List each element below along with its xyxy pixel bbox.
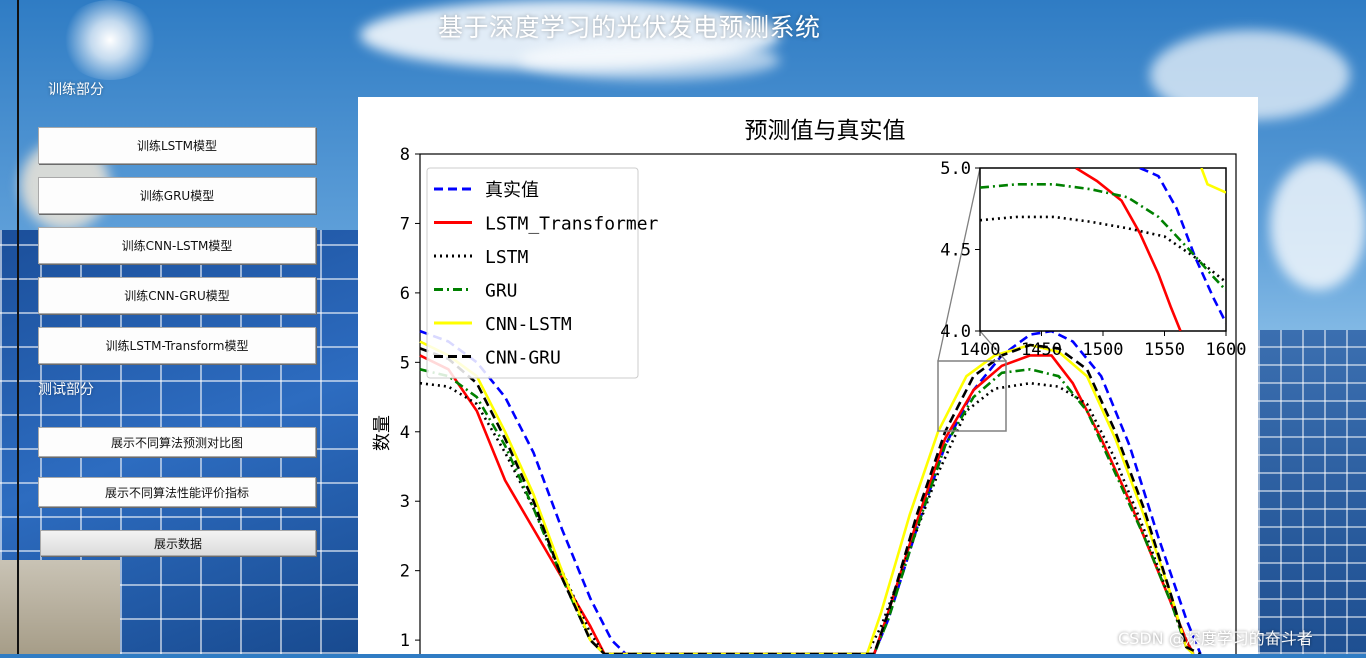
ground-left [0,560,120,654]
app-title: 基于深度学习的光伏发电预测系统 [438,13,821,42]
inset-x-tick-label: 1500 [1083,340,1124,360]
inset-x-tick-label: 1600 [1206,340,1247,360]
legend-box [426,167,639,379]
series-line-5 [419,343,1202,656]
inset-x-tick-label: 1400 [960,340,1001,360]
cloud-decoration [520,40,780,80]
zoom-connector [979,330,1007,362]
window-border [17,0,19,654]
y-tick-label: 6 [400,284,410,304]
y-axis-label: 数量 [372,415,393,451]
legend-label-2: LSTM [485,247,529,268]
legend-label-0: 真实值 [485,180,539,201]
y-tick-label: 5 [400,353,410,373]
inset-series-line-1 [1075,168,1182,331]
show-prediction-comparison-button[interactable]: 展示不同算法预测对比图 [38,427,316,457]
inset-x-tick-label: 1550 [1144,340,1185,360]
series-line-3 [419,368,1195,656]
y-tick-label: 4 [400,423,410,443]
sun-glare [60,0,160,80]
inset-series-line-2 [980,215,1226,284]
series-line-2 [419,381,1195,656]
inset-series-line-3 [980,183,1226,292]
inset-lines [980,168,1226,331]
train-lstm-button[interactable]: 训练LSTM模型 [38,127,316,164]
train-lstm-transform-button[interactable]: 训练LSTM-Transform模型 [38,327,316,364]
y-tick-label: 7 [400,214,410,234]
show-metrics-button[interactable]: 展示不同算法性能评价指标 [38,477,316,507]
watermark: CSDN @深度学习的奋斗者 [1118,629,1313,648]
train-gru-button[interactable]: 训练GRU模型 [38,177,316,214]
inset-series-line-0 [1139,168,1226,324]
inset-x-tick-label: 1450 [1021,340,1062,360]
train-cnn-lstm-button[interactable]: 训练CNN-LSTM模型 [38,227,316,264]
cloud-decoration [1270,160,1366,290]
chart-svg: 预测值与真实值 数量 1 2 3 4 5 6 7 8 真实值 LSTM_Transformer L… [372,118,1247,658]
series-line-0 [419,329,1202,656]
test-section-label: 测试部分 [38,382,94,398]
solar-panels-right [1258,330,1366,654]
zoom-region-box [937,360,1007,432]
legend-label-3: GRU [485,281,518,302]
inset-y-tick-label: 4.0 [940,322,971,342]
series-line-4 [419,340,1195,656]
show-data-button[interactable]: 展示数据 [40,530,316,556]
inset-series-line-4 [1200,168,1226,194]
chart-title: 预测值与真实值 [745,118,906,144]
prediction-chart: 预测值与真实值 数量 1 2 3 4 5 6 7 8 真实值 LSTM_Transformer L… [358,97,1258,658]
zoom-connector [937,167,981,362]
y-tick-label: 3 [400,492,410,512]
y-tick-label: 8 [400,145,410,165]
plot-frame [419,153,1237,658]
legend-label-1: LSTM_Transformer [485,214,659,235]
inset-y-tick-label: 4.5 [940,241,971,261]
y-tick-label: 2 [400,562,410,582]
inset-y-tick-label: 5.0 [940,159,971,179]
y-tick-label: 1 [400,631,410,651]
legend-label-4: CNN-LSTM [485,314,572,335]
train-section-label: 训练部分 [48,82,104,98]
legend-label-5: CNN-GRU [485,348,561,369]
train-cnn-gru-button[interactable]: 训练CNN-GRU模型 [38,277,316,314]
series-line-1 [419,354,1195,656]
